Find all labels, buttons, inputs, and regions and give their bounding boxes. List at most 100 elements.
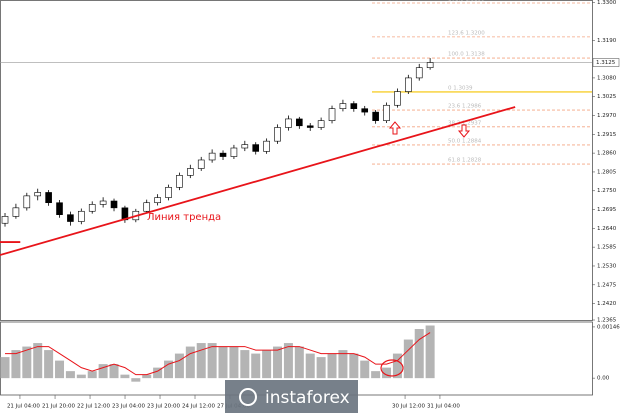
candle-body — [306, 125, 314, 128]
x-tick-label: 21 Jul 04:00 — [7, 404, 40, 410]
y-tick-label: 0.00 — [597, 376, 610, 382]
candle-body — [187, 168, 194, 176]
y-tick-label: 1.2365 — [597, 318, 617, 324]
x-tick-label: 22 Jul 12:00 — [77, 404, 110, 410]
oscillator-bar — [240, 350, 250, 379]
y-tick-label: 1.2585 — [597, 245, 617, 251]
y-tick-label: 1.2970 — [597, 113, 617, 119]
candle-body — [23, 195, 31, 209]
oscillator-bar — [262, 350, 272, 379]
y-tick-label: 1.3080 — [597, 75, 617, 81]
candle-body — [263, 140, 270, 152]
candle-body — [241, 144, 249, 149]
oscillator-bar — [33, 343, 43, 379]
oscillator-bar — [131, 378, 141, 382]
oscillator-bar — [109, 364, 119, 379]
candle-body — [78, 210, 85, 222]
oscillator-bar — [174, 353, 184, 379]
candle-body — [143, 202, 151, 212]
candle-body — [285, 118, 292, 128]
y-tick-label: 1.2805 — [597, 169, 617, 175]
candle-body — [165, 187, 172, 198]
oscillator-bar — [153, 367, 163, 379]
oscillator-bar — [382, 367, 392, 379]
oscillator-bar — [11, 350, 21, 379]
trend-line — [0, 106, 516, 256]
oscillator-bar — [22, 346, 32, 379]
y-tick-label: 1.2420 — [597, 301, 617, 307]
oscillator-bar — [207, 343, 217, 379]
y-tick-label: 1.3300 — [597, 0, 617, 6]
candle-body — [394, 91, 401, 106]
candle-body — [274, 127, 281, 142]
candle-body — [34, 192, 42, 197]
candle-body — [12, 207, 20, 217]
candle-body — [110, 200, 118, 209]
y-tick-label: 1.3190 — [597, 38, 617, 44]
candle-body — [154, 197, 161, 204]
oscillator-bar — [371, 371, 381, 379]
candle-body — [197, 159, 205, 169]
candle-body — [208, 152, 216, 161]
oscillator-bar — [414, 329, 424, 379]
candle-body — [339, 103, 347, 109]
up-arrow — [388, 121, 402, 135]
oscillator-bar — [185, 346, 195, 379]
fib-level-label: 161.8 1.3299 — [448, 0, 485, 3]
candle-body — [176, 175, 183, 188]
y-tick-label: 1.2750 — [597, 188, 617, 194]
x-tick-label: 23 Jul 04:00 — [112, 404, 145, 410]
watermark: instaforex — [225, 380, 358, 413]
candle-body — [45, 192, 52, 204]
oscillator-bar — [120, 374, 130, 379]
fib-level-label: 61.8 1.2828 — [448, 158, 482, 164]
candle-body — [219, 152, 227, 157]
x-tick-label: 30 Jul 12:00 — [392, 404, 425, 410]
oscillator-bar — [87, 371, 97, 379]
oscillator-bar — [164, 360, 174, 379]
fib-level-label: 0 1.3039 — [448, 85, 473, 91]
x-tick-label: 23 Jul 20:00 — [147, 404, 180, 410]
candle-body — [56, 202, 63, 215]
fib-level-label: 100.0 1.3138 — [448, 52, 485, 58]
oscillator-bar — [65, 371, 75, 379]
fib-level-label: 23.6 1.2986 — [448, 104, 482, 110]
oscillator-bar — [273, 346, 283, 379]
signal-line — [5, 332, 431, 376]
y-tick-label: 1.2915 — [597, 132, 617, 138]
watermark-logo — [239, 388, 257, 406]
candle-body — [230, 147, 238, 157]
y-tick-label: 1.2530 — [597, 263, 617, 269]
y-tick-label: 0.00146 — [597, 324, 620, 330]
watermark-box — [225, 380, 358, 413]
current-price-label: 1.3125 — [596, 60, 616, 66]
oscillator-bar — [142, 374, 152, 379]
x-tick-label: 31 Jul 04:00 — [427, 404, 460, 410]
x-tick-label: 21 Jul 20:00 — [42, 404, 75, 410]
x-tick-label: 24 Jul 12:00 — [182, 404, 215, 410]
oscillator-bar — [44, 350, 54, 379]
oscillator-bar — [305, 353, 315, 379]
oscillator-bar — [425, 325, 435, 379]
oscillator-bar — [98, 364, 108, 379]
y-tick-label: 1.2695 — [597, 207, 617, 213]
fib-level-label: 123.6 1.3200 — [448, 30, 485, 36]
candle-body — [67, 214, 74, 222]
oscillator-bar — [338, 350, 348, 379]
candle-body — [405, 77, 412, 92]
candle-body — [426, 62, 434, 68]
candle-body — [328, 108, 336, 121]
candle-body — [415, 67, 423, 79]
oscillator-bar — [55, 360, 65, 379]
oscillator-bar — [76, 374, 86, 379]
trend-line-label: Линия тренда — [147, 212, 221, 223]
oscillator-bar — [327, 353, 337, 379]
oscillator-bar — [403, 339, 413, 379]
fib-level-label: 50.0 1.2884 — [448, 138, 482, 144]
oscillator-bar — [316, 357, 326, 379]
candle-body — [1, 216, 9, 224]
oscillator-bar — [283, 343, 293, 379]
